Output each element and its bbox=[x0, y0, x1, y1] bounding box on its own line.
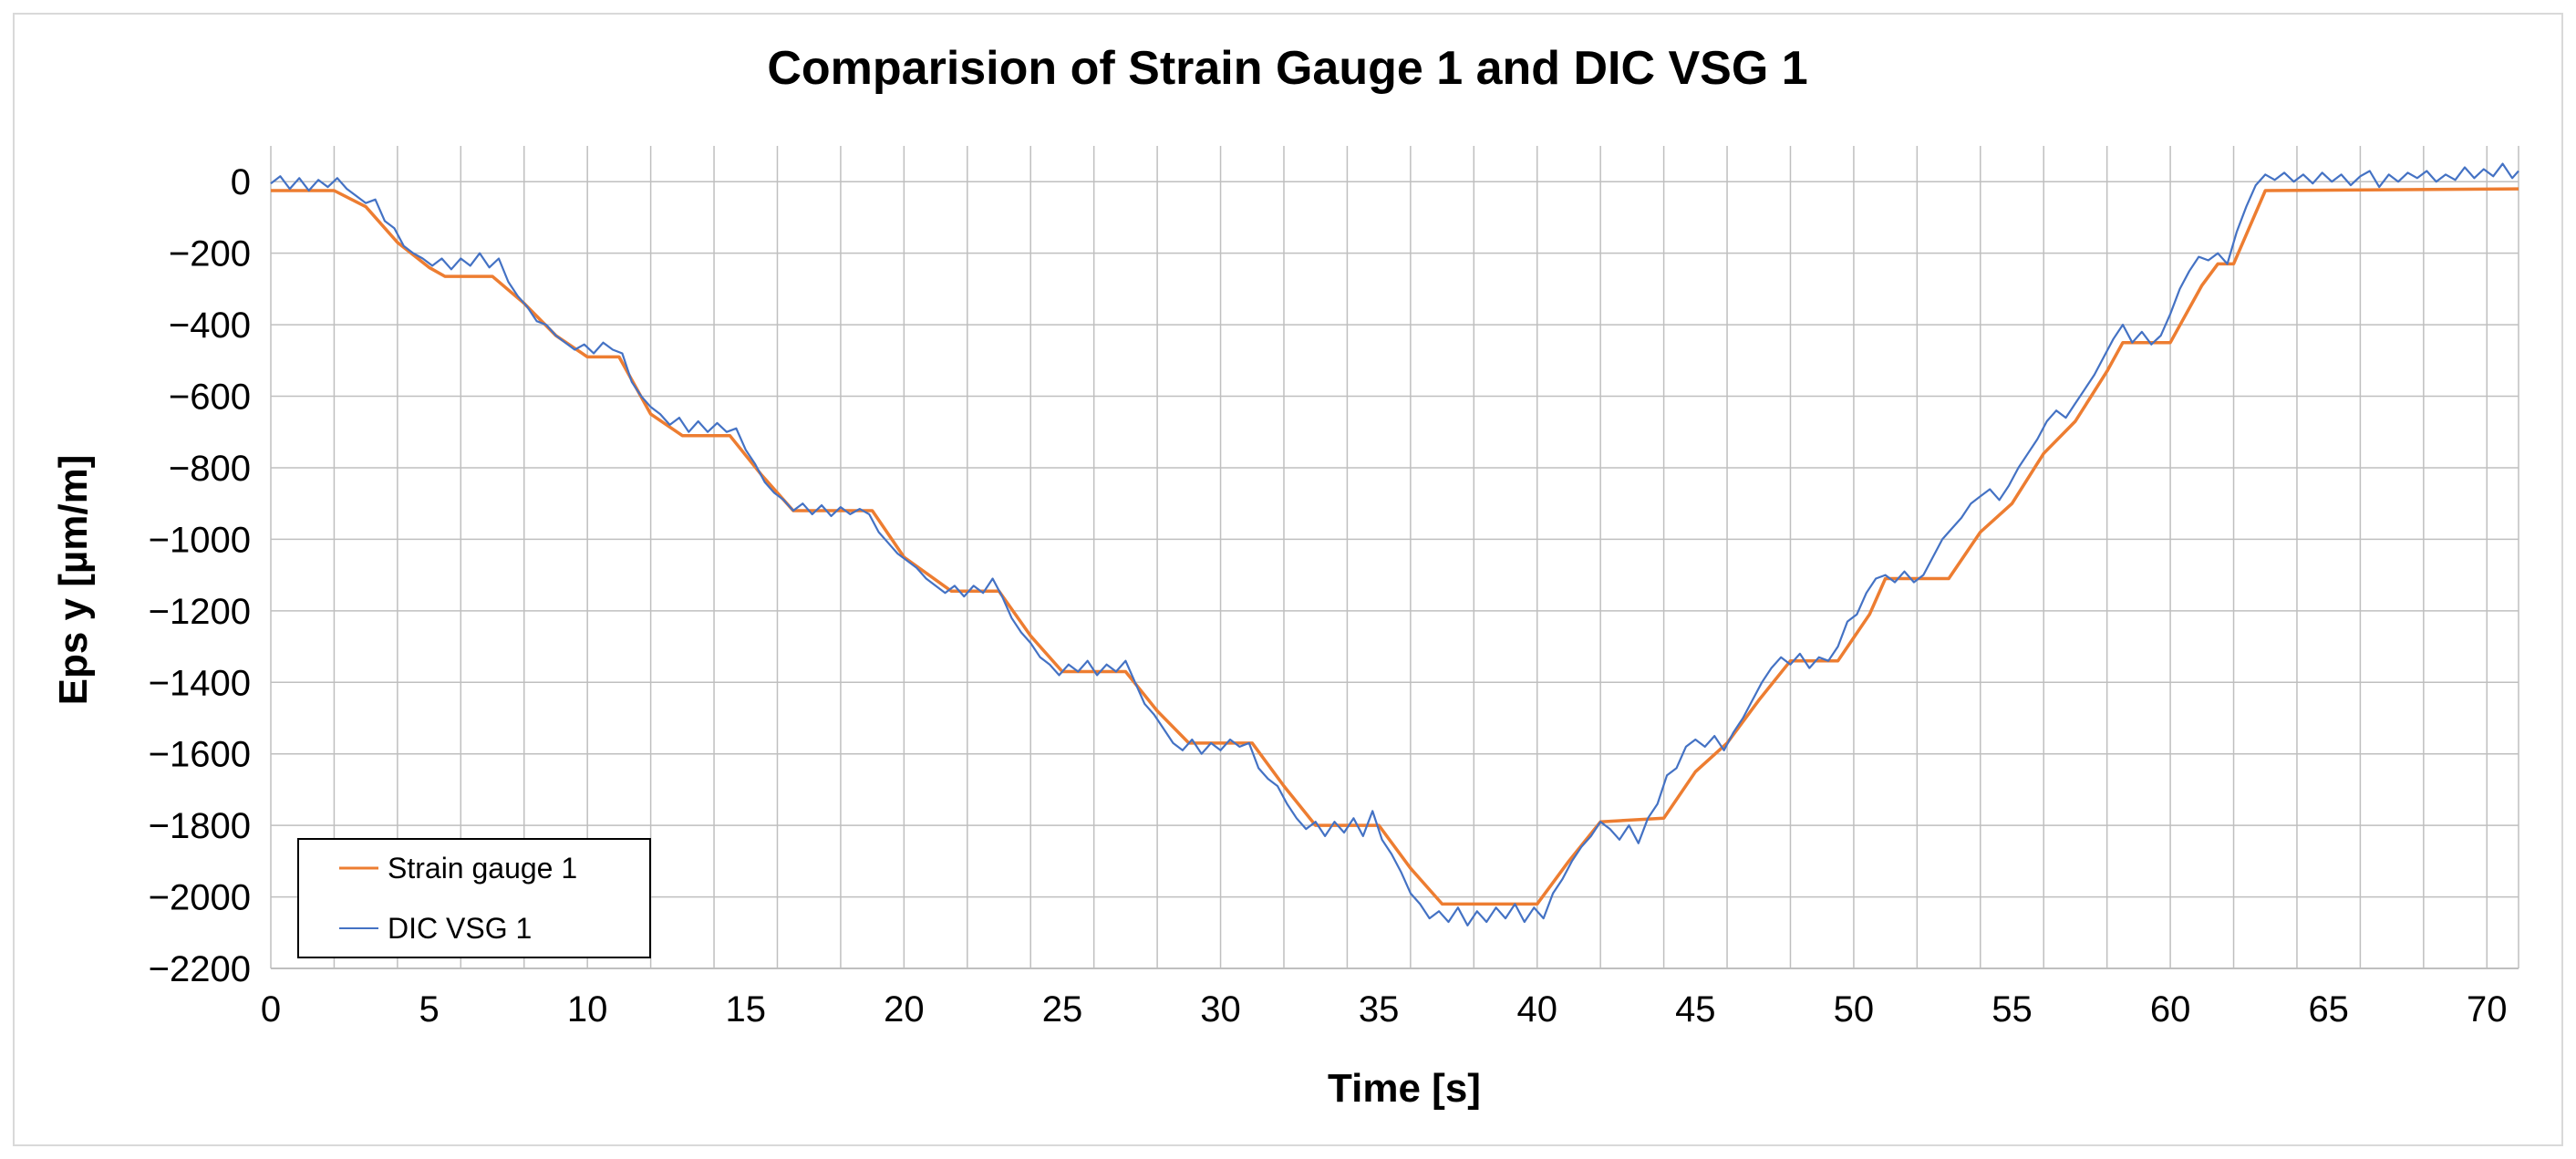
y-tick-label: −200 bbox=[169, 234, 251, 274]
grid bbox=[270, 146, 2519, 969]
y-tick-label: −1400 bbox=[149, 663, 251, 703]
y-tick-label: −1600 bbox=[149, 735, 251, 775]
legend: Strain gauge 1 DIC VSG 1 bbox=[297, 838, 651, 958]
y-tick-label: −2000 bbox=[149, 878, 251, 918]
x-tick-label: 20 bbox=[884, 989, 925, 1030]
legend-label-strain-gauge: Strain gauge 1 bbox=[388, 852, 577, 885]
x-tick-label: 35 bbox=[1359, 989, 1400, 1030]
x-tick-label: 25 bbox=[1042, 989, 1083, 1030]
x-axis-ticks: 0 5 10 15 20 25 30 35 40 45 50 55 60 65 70 bbox=[261, 989, 2508, 1030]
series-layer bbox=[270, 162, 2519, 926]
y-axis-ticks: 0 −200 −400 −600 −800 −1000 −1200 −1400 −1600 −18… bbox=[149, 162, 251, 989]
x-tick-label: 15 bbox=[726, 989, 767, 1030]
y-tick-label: −1200 bbox=[149, 592, 251, 632]
series-line-dic bbox=[270, 162, 2519, 926]
x-tick-label: 50 bbox=[1834, 989, 1875, 1030]
x-axis-title: Time [s] bbox=[1328, 1066, 1481, 1111]
x-tick-label: 30 bbox=[1200, 989, 1241, 1030]
x-tick-label: 0 bbox=[261, 989, 281, 1030]
chart-title: Comparision of Strain Gauge 1 and DIC VS… bbox=[767, 42, 1807, 95]
y-tick-label: −600 bbox=[169, 378, 251, 418]
x-tick-label: 40 bbox=[1516, 989, 1557, 1030]
y-tick-label: −2200 bbox=[149, 949, 251, 989]
legend-box bbox=[297, 838, 651, 958]
x-tick-label: 55 bbox=[1991, 989, 2033, 1030]
y-tick-label: 0 bbox=[231, 162, 251, 202]
y-tick-label: −400 bbox=[169, 305, 251, 346]
x-tick-label: 45 bbox=[1675, 989, 1716, 1030]
y-tick-label: −1000 bbox=[149, 520, 251, 560]
y-tick-label: −1800 bbox=[149, 806, 251, 846]
y-tick-label: −800 bbox=[169, 449, 251, 489]
x-tick-label: 10 bbox=[567, 989, 608, 1030]
series-line-strain-gauge bbox=[271, 187, 2519, 906]
x-tick-label: 5 bbox=[419, 989, 439, 1030]
x-tick-label: 60 bbox=[2150, 989, 2191, 1030]
y-axis-title: Eps y [µm/m] bbox=[51, 455, 96, 706]
legend-label-dic: DIC VSG 1 bbox=[388, 912, 532, 945]
x-tick-label: 70 bbox=[2467, 989, 2508, 1030]
x-tick-label: 65 bbox=[2308, 989, 2349, 1030]
